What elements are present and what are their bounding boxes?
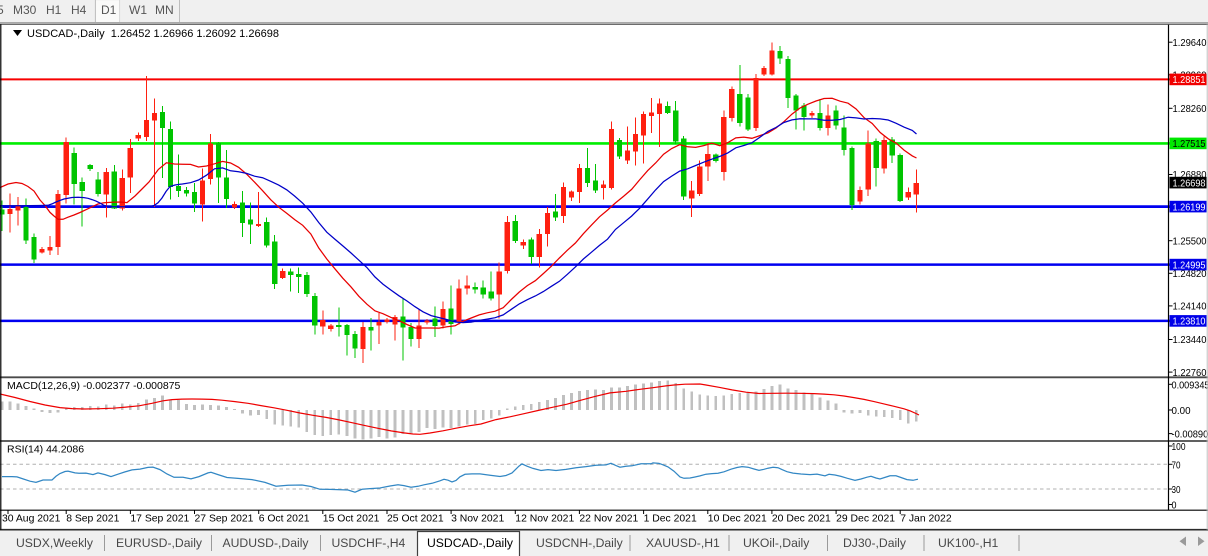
svg-text:30 Aug 2021: 30 Aug 2021 <box>2 514 61 525</box>
svg-text:1.29640: 1.29640 <box>1173 38 1207 49</box>
svg-text:70: 70 <box>1172 460 1181 471</box>
svg-text:1.25500: 1.25500 <box>1173 236 1207 247</box>
svg-text:1.24140: 1.24140 <box>1173 302 1207 313</box>
svg-text:1.26199: 1.26199 <box>1173 202 1206 213</box>
svg-text:XAUUSD-,H1: XAUUSD-,H1 <box>646 536 720 550</box>
svg-text:D1: D1 <box>101 3 117 17</box>
svg-text:30: 30 <box>1172 485 1181 496</box>
svg-text:12 Nov 2021: 12 Nov 2021 <box>515 514 574 525</box>
svg-text:3 Nov 2021: 3 Nov 2021 <box>451 514 504 525</box>
svg-text:0.00: 0.00 <box>1172 406 1191 417</box>
svg-text:UKOil-,Daily: UKOil-,Daily <box>743 536 810 550</box>
svg-text:-0.008902: -0.008902 <box>1172 430 1208 441</box>
svg-text:100: 100 <box>1172 442 1186 453</box>
svg-text:USDX,Weekly: USDX,Weekly <box>16 536 94 550</box>
svg-text:20 Dec 2021: 20 Dec 2021 <box>772 514 831 525</box>
svg-text:EURUSD-,Daily: EURUSD-,Daily <box>116 536 203 550</box>
svg-text:UK100-,H1: UK100-,H1 <box>938 536 999 550</box>
svg-text:5: 5 <box>0 3 4 17</box>
svg-text:USDCAD-,Daily 1.26452 1.26966: USDCAD-,Daily 1.26452 1.26966 1.26092 1.… <box>27 28 279 40</box>
svg-text:1.26880: 1.26880 <box>1173 170 1207 181</box>
svg-text:W1: W1 <box>129 3 147 17</box>
svg-text:1.23810: 1.23810 <box>1173 317 1206 328</box>
svg-text:15 Oct 2021: 15 Oct 2021 <box>323 514 380 525</box>
svg-text:22 Nov 2021: 22 Nov 2021 <box>579 514 638 525</box>
svg-text:1.27515: 1.27515 <box>1173 139 1206 150</box>
svg-text:H4: H4 <box>71 3 87 17</box>
svg-text:6 Oct 2021: 6 Oct 2021 <box>259 514 310 525</box>
svg-text:1.28260: 1.28260 <box>1173 104 1207 115</box>
svg-text:USDCNH-,Daily: USDCNH-,Daily <box>536 536 624 550</box>
svg-text:USDCAD-,Daily: USDCAD-,Daily <box>427 536 514 550</box>
svg-text:1.26698: 1.26698 <box>1173 178 1206 189</box>
svg-text:0: 0 <box>1172 501 1177 512</box>
svg-text:1.24820: 1.24820 <box>1173 269 1207 280</box>
svg-text:M30: M30 <box>13 3 37 17</box>
svg-text:RSI(14) 44.2086: RSI(14) 44.2086 <box>7 444 84 456</box>
svg-text:1.24995: 1.24995 <box>1173 260 1206 271</box>
svg-text:1.23440: 1.23440 <box>1173 335 1207 346</box>
svg-text:10 Dec 2021: 10 Dec 2021 <box>708 514 767 525</box>
svg-text:DJ30-,Daily: DJ30-,Daily <box>843 536 907 550</box>
svg-text:USDCHF-,H4: USDCHF-,H4 <box>332 536 406 550</box>
svg-text:7 Jan 2022: 7 Jan 2022 <box>900 514 952 525</box>
svg-text:1.22760: 1.22760 <box>1173 368 1207 379</box>
svg-text:25 Oct 2021: 25 Oct 2021 <box>387 514 444 525</box>
svg-text:AUDUSD-,Daily: AUDUSD-,Daily <box>223 536 310 550</box>
svg-text:27 Sep 2021: 27 Sep 2021 <box>195 514 254 525</box>
svg-text:29 Dec 2021: 29 Dec 2021 <box>836 514 895 525</box>
svg-text:H1: H1 <box>46 3 62 17</box>
svg-text:MN: MN <box>155 3 174 17</box>
svg-text:8 Sep 2021: 8 Sep 2021 <box>66 514 119 525</box>
svg-text:1.28851: 1.28851 <box>1173 75 1206 86</box>
svg-text:17 Sep 2021: 17 Sep 2021 <box>130 514 189 525</box>
svg-text:0.009345: 0.009345 <box>1172 380 1208 391</box>
svg-text:MACD(12,26,9) -0.002377 -0.000: MACD(12,26,9) -0.002377 -0.000875 <box>7 380 181 392</box>
svg-text:1 Dec 2021: 1 Dec 2021 <box>644 514 697 525</box>
